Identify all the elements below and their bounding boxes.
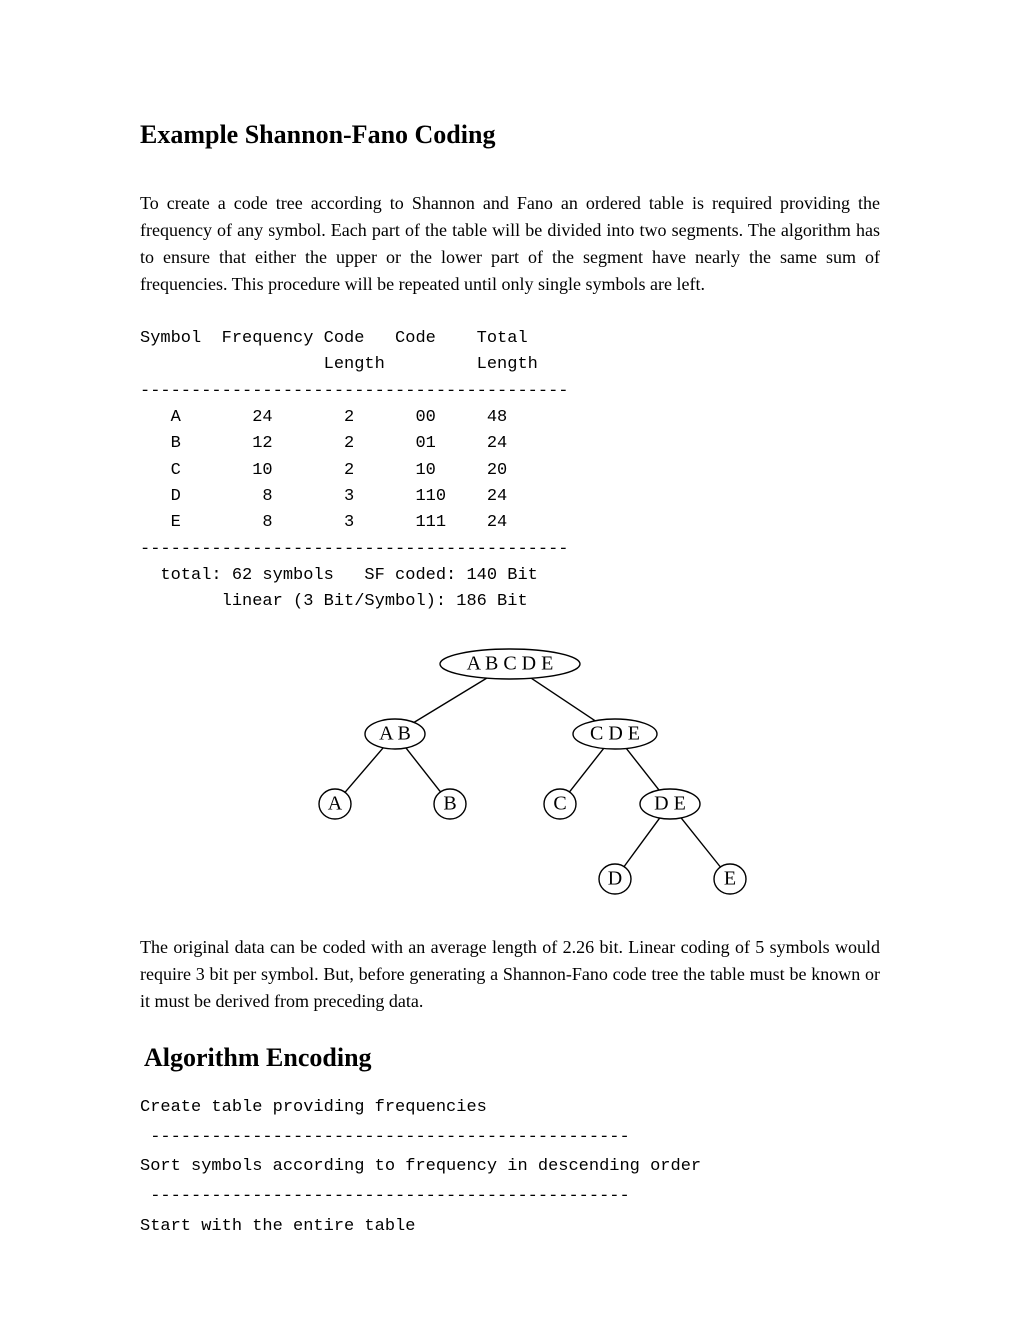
tree-node: A B C D E [440,649,580,679]
intro-paragraph: To create a code tree according to Shann… [140,190,880,298]
tree-node: A [319,789,351,819]
tree-node: A B [365,719,425,749]
tree-node: B [434,789,466,819]
heading-algorithm: Algorithm Encoding [144,1043,880,1073]
svg-text:C D E: C D E [590,722,640,744]
svg-text:D: D [608,867,622,889]
tree-node: D E [640,789,700,819]
code-tree-diagram: A B C D E A B C D E A B C D E D E [140,644,880,904]
tree-edge [414,678,487,722]
svg-text:B: B [443,792,456,814]
svg-text:E: E [724,867,736,889]
tree-node: D [599,864,631,894]
frequency-table: Symbol Frequency Code Code Total Length … [140,326,880,616]
code-tree-svg: A B C D E A B C D E A B C D E D E [270,644,750,904]
tree-edge [531,678,595,721]
page: Example Shannon-Fano Coding To create a … [0,0,1020,1320]
tree-node: C [544,789,576,819]
tree-edge [345,748,383,793]
svg-text:A B: A B [379,722,411,744]
tree-edge [681,818,720,867]
svg-text:C: C [553,792,566,814]
tree-edge [569,748,603,791]
tree-edge [406,748,441,792]
svg-text:D E: D E [654,792,686,814]
svg-text:A: A [328,792,343,814]
heading-example: Example Shannon-Fano Coding [140,120,880,150]
result-paragraph: The original data can be coded with an a… [140,934,880,1015]
tree-node: C D E [573,719,657,749]
tree-node: E [714,864,746,894]
algorithm-steps: Create table providing frequencies -----… [140,1093,880,1242]
tree-edge [624,818,660,867]
svg-text:A B C D E: A B C D E [467,652,554,674]
tree-edge [626,748,659,790]
